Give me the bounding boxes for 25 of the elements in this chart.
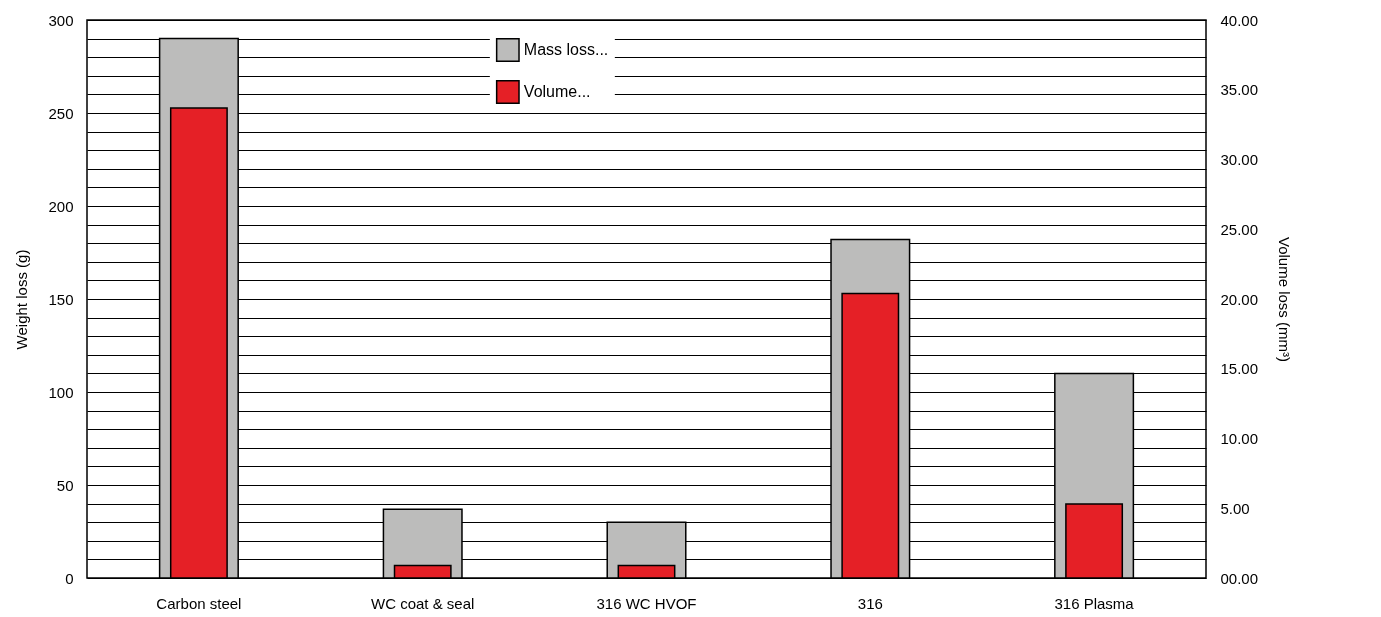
x-tick-label: 316 Plasma <box>1054 594 1135 612</box>
x-tick-label: Carbon steel <box>156 594 242 612</box>
x-tick-label: 316 <box>857 594 883 612</box>
y-tick-label: 200 <box>48 197 74 215</box>
y2-tick-label: 35.00 <box>1220 81 1259 99</box>
y2-tick-label: 5.00 <box>1220 499 1250 517</box>
y-axis-title: Weight loss (g) <box>13 249 31 350</box>
y2-axis-title: Volume loss (mm³) <box>1276 236 1294 363</box>
y2-tick-label: 30.00 <box>1220 151 1259 168</box>
y2-tick-label: 25.00 <box>1220 220 1259 238</box>
y2-tick-label: 15.00 <box>1220 360 1259 378</box>
y-tick-label: 50 <box>56 476 74 494</box>
y2-tick-label: 00.00 <box>1220 569 1259 587</box>
y-tick-label: 0 <box>65 569 74 587</box>
y2-tick-label: 20.00 <box>1220 290 1259 308</box>
legend-label: Volume... <box>523 83 591 100</box>
y-tick-label: 150 <box>48 290 74 308</box>
y-tick-label: 250 <box>48 104 74 122</box>
y2-tick-label: 40.00 <box>1220 11 1259 29</box>
x-tick-label: 316 WC HVOF <box>596 594 697 612</box>
legend-label: Mass loss... <box>523 41 609 58</box>
y2-tick-label: 10.00 <box>1220 430 1259 447</box>
y-tick-label: 100 <box>48 383 74 401</box>
y-tick-label: 300 <box>48 11 74 29</box>
x-tick-label: WC coat & seal <box>371 594 475 612</box>
